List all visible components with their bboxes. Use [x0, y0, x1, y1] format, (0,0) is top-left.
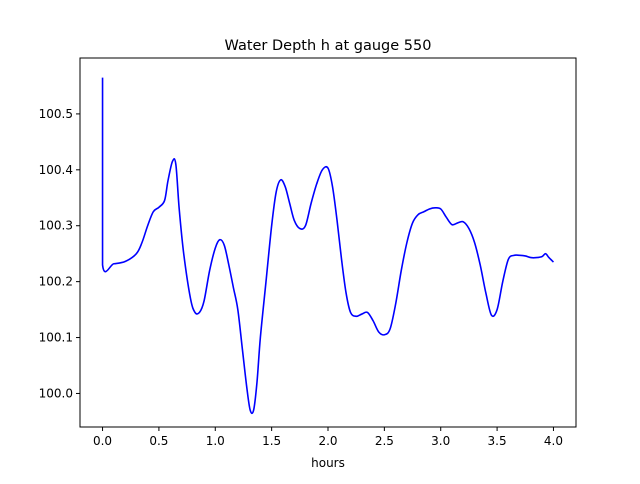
x-tick-label: 3.5: [488, 434, 507, 448]
x-tick-label: 2.5: [375, 434, 394, 448]
y-tick-label: 100.1: [39, 331, 73, 345]
chart-title: Water Depth h at gauge 550: [225, 38, 432, 54]
y-tick-label: 100.4: [39, 163, 73, 177]
x-tick-label: 0.0: [93, 434, 112, 448]
series-layer: [101, 77, 555, 415]
y-tick-label: 100.0: [39, 386, 73, 400]
x-tick-label: 0.5: [149, 434, 168, 448]
x-tick-label: 1.5: [262, 434, 281, 448]
series-line-0: [101, 77, 555, 415]
plot-area-frame: [79, 57, 577, 428]
y-tick-label: 100.2: [39, 275, 73, 289]
x-axis-label: hours: [311, 456, 345, 470]
x-axis-ticks: 0.0 0.5 1.0 1.5 2.0 2.5 3.0 3.5 4.0: [93, 427, 563, 448]
x-tick-label: 3.0: [431, 434, 450, 448]
y-tick-label: 100.3: [39, 219, 73, 233]
y-tick-label: 100.5: [39, 107, 73, 121]
x-tick-label: 4.0: [544, 434, 563, 448]
y-axis-ticks: 100.0 100.1 100.2 100.3 100.4 100.5: [39, 107, 80, 400]
x-tick-label: 2.0: [318, 434, 337, 448]
x-tick-label: 1.0: [206, 434, 225, 448]
